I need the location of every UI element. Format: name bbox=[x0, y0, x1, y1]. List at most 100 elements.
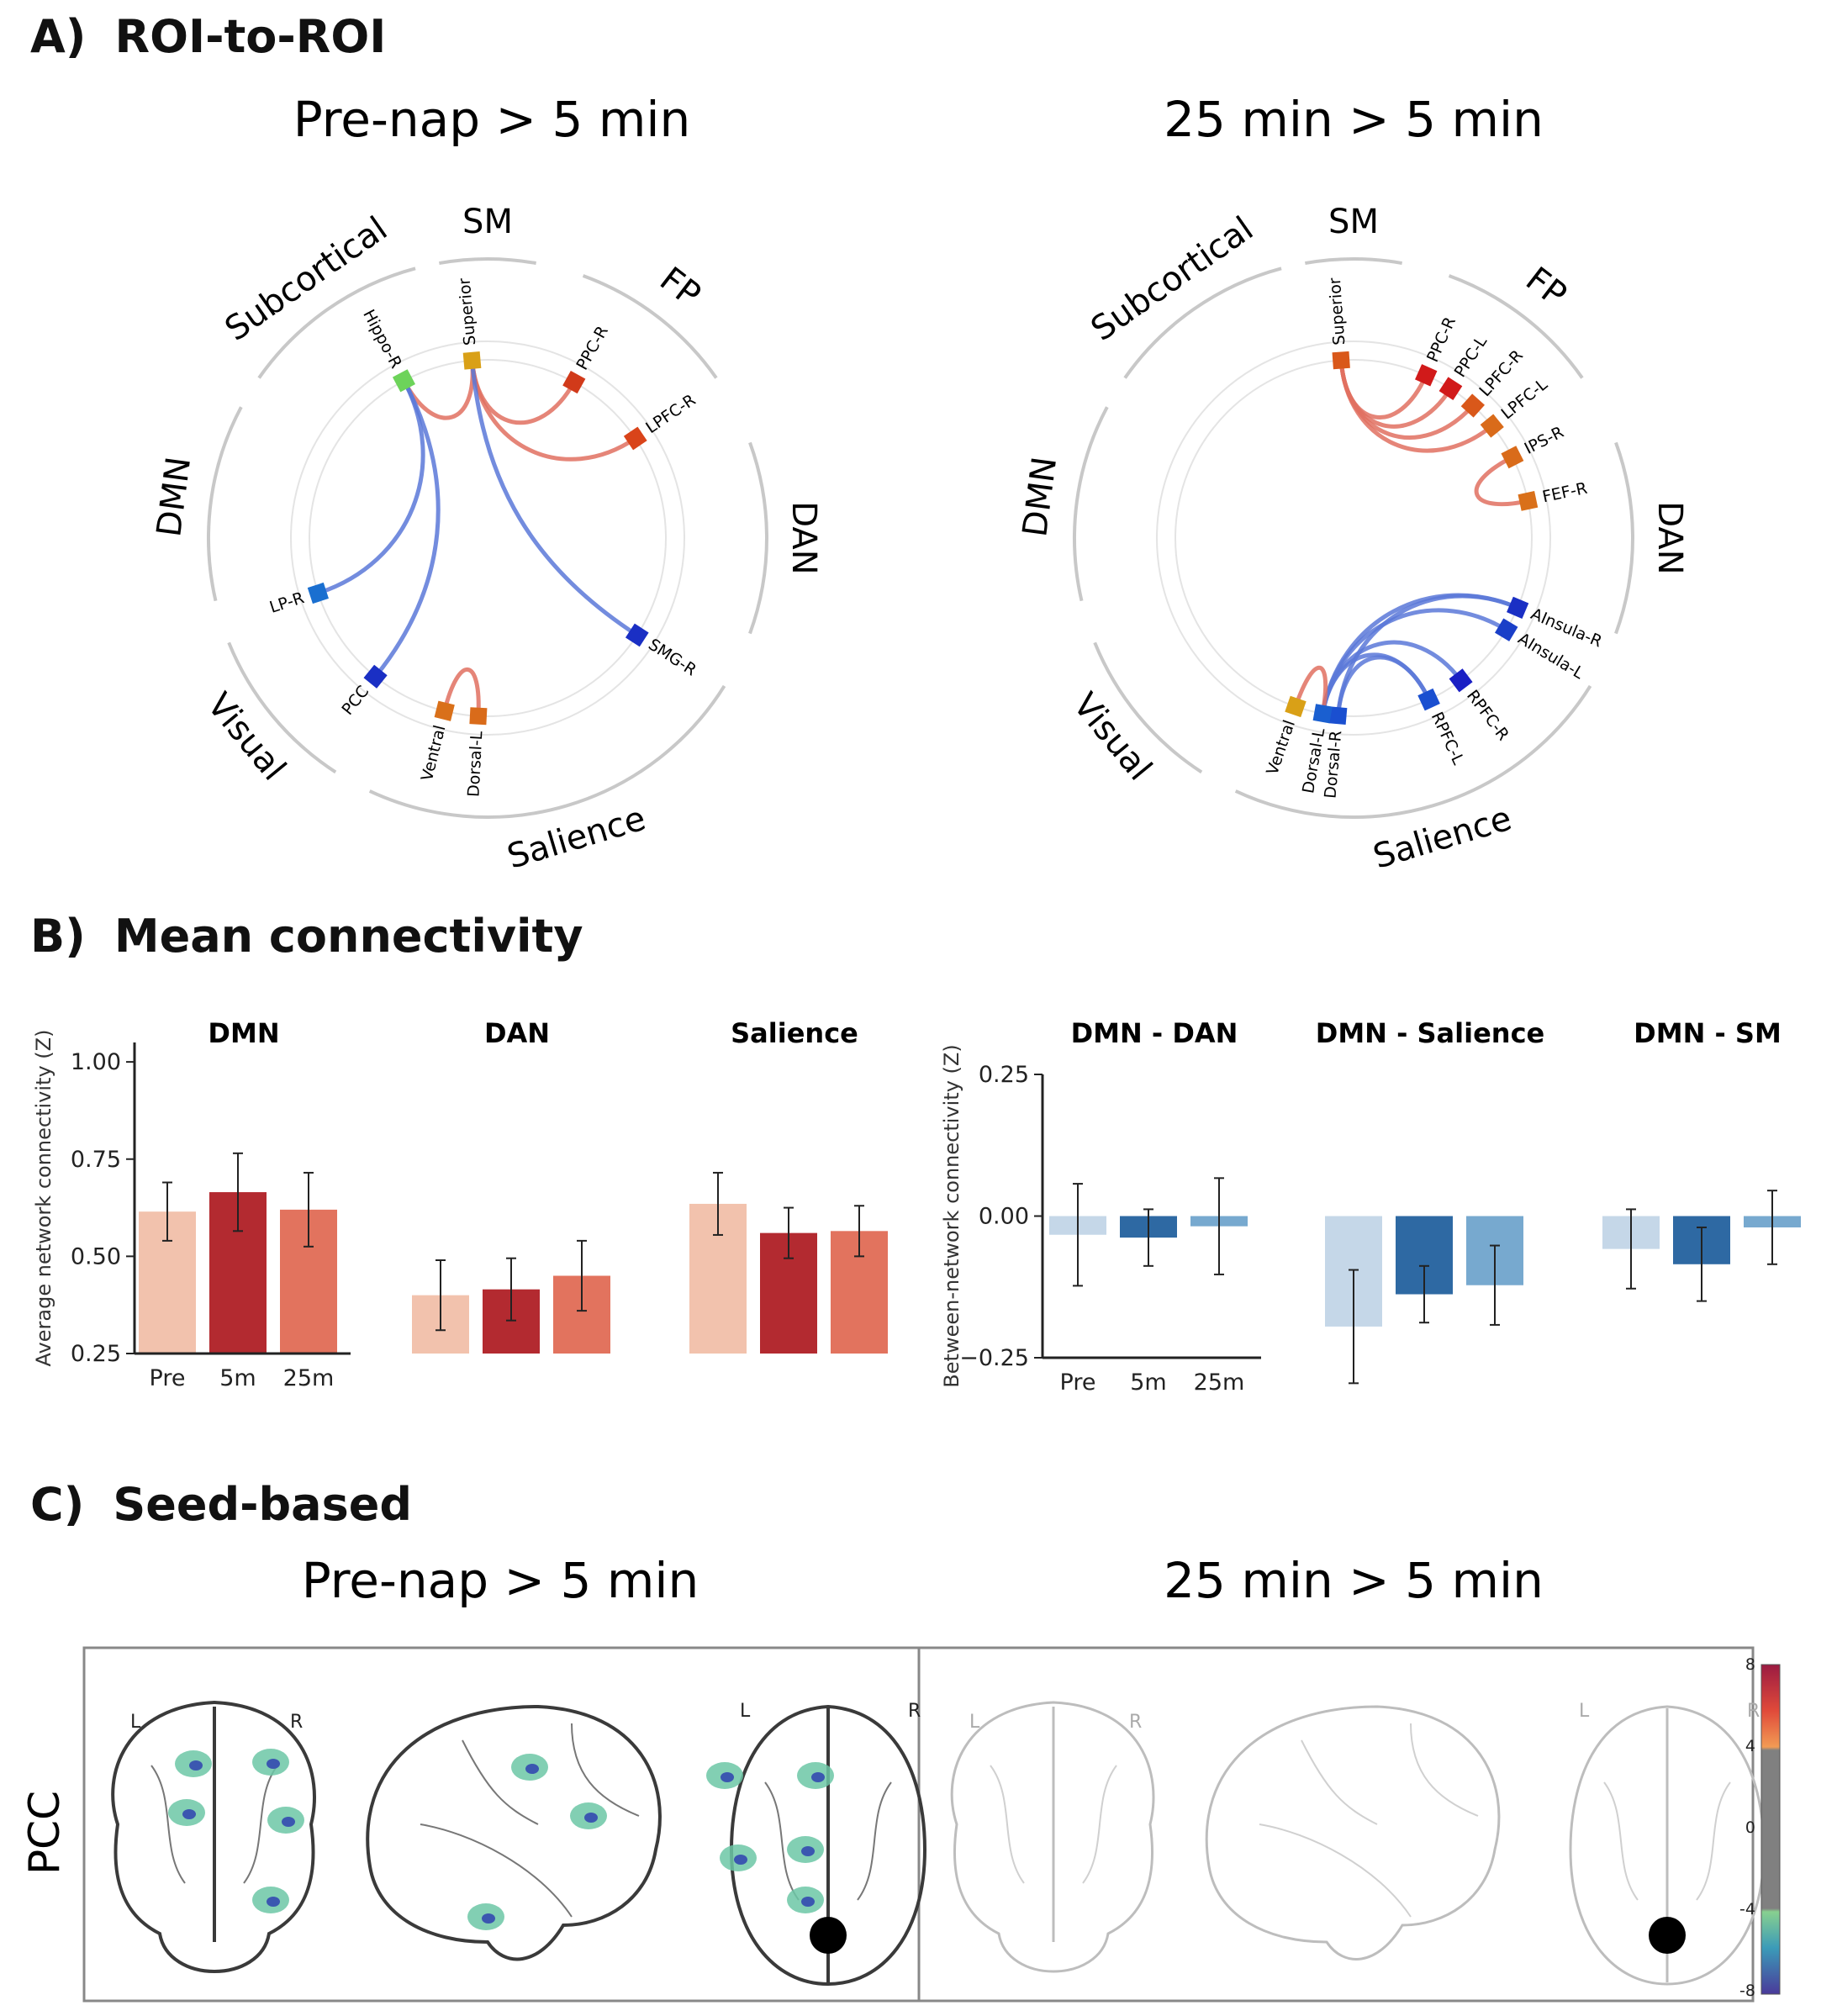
chord-a-node-hippo-r bbox=[392, 369, 415, 393]
chord-b-network-label-visual: Visual bbox=[1065, 686, 1159, 788]
chord-a-node-label-lpfc-r: LPFC-R bbox=[642, 391, 699, 437]
colorbar-tick-label: -4 bbox=[1739, 1900, 1755, 1918]
section-b-title: Mean connectivity bbox=[113, 910, 583, 963]
chord-b-arc-subcortical bbox=[1123, 267, 1282, 379]
chord-a-arc-dmn bbox=[207, 406, 243, 602]
seed-cluster-core bbox=[525, 1764, 539, 1774]
chord-b-node-ips-r bbox=[1501, 446, 1524, 469]
within-ytick-label: 0.50 bbox=[71, 1243, 121, 1269]
chord-a-node-pcc bbox=[363, 664, 388, 689]
chord-b-outer-ring bbox=[1156, 340, 1551, 736]
seed-cluster-core bbox=[482, 1913, 495, 1924]
chord-a-arc-subcortical bbox=[257, 267, 416, 379]
seed-prenap-axial-folds bbox=[764, 1781, 892, 1901]
chord-a-edge-hippo-r-pcc bbox=[373, 379, 441, 678]
chord-b-network-label-sm: SM bbox=[1328, 203, 1379, 241]
chord-a-node-ventral bbox=[434, 700, 455, 721]
chord-diagram-prenap: Pre-nap > 5 min SM FP DAN Salience Visual DMN S… bbox=[150, 91, 823, 877]
seed-cluster-core bbox=[734, 1855, 747, 1865]
within-network-bars: 0.25 0.50 0.75 1.00 Average network connecti… bbox=[32, 1017, 888, 1391]
chord-a-arc-visual bbox=[227, 641, 337, 774]
chord-b-edge-superior-lpfc-l bbox=[1338, 360, 1494, 453]
seed-prenap-sagittal-outline bbox=[366, 1704, 662, 1961]
seed-based-maps: Pre-nap > 5 min 25 min > 5 min PCC L R L R L R L R… bbox=[20, 1552, 1781, 2003]
chord-b-node-label-fef-r: FEF-R bbox=[1541, 479, 1589, 507]
chord-b-network-label-dmn: DMN bbox=[1016, 455, 1064, 539]
seed-prenap-axial-orient-right: R bbox=[908, 1701, 921, 1722]
between-ytick-label: 0.25 bbox=[979, 1062, 1029, 1088]
seed-cluster-core bbox=[267, 1759, 280, 1769]
chord-b-node-superior bbox=[1332, 351, 1350, 370]
chord-b-edge-ips-r-fef-r bbox=[1474, 455, 1528, 507]
chord-b-node-label-superior: Superior bbox=[1326, 277, 1349, 346]
within-ytick-label: 1.00 bbox=[71, 1049, 121, 1075]
chord-a-arc-fp bbox=[582, 274, 718, 379]
chord-b-network-label-salience: Salience bbox=[1369, 800, 1516, 877]
within-ytick-label: 0.75 bbox=[71, 1147, 121, 1173]
chord-b-node-label-rpfc-r: RPFC-R bbox=[1463, 687, 1512, 744]
seed-prenap-seed-marker bbox=[810, 1917, 847, 1954]
chord-a-node-label-dorsal-l: Dorsal-L bbox=[464, 731, 486, 798]
seed-25min-sagittal-folds bbox=[1259, 1723, 1479, 1918]
seed-cluster-core bbox=[282, 1817, 295, 1827]
section-b-letter: B) bbox=[30, 910, 86, 963]
within-xtick-label-25m: 25m bbox=[283, 1365, 335, 1391]
within-xtick-label-5m: 5m bbox=[219, 1365, 256, 1391]
between-panel-title-dmn-salience: DMN - Salience bbox=[1316, 1017, 1544, 1049]
seed-25min-axial-orient-left: L bbox=[1579, 1701, 1590, 1722]
chord-a-node-label-superior: Superior bbox=[455, 277, 479, 346]
chord-a-edge-superior-hippo-r bbox=[402, 360, 475, 420]
seed-cluster-core bbox=[721, 1772, 734, 1782]
chord-a-edge-ventral-dorsal-l bbox=[442, 668, 481, 716]
chord-a-node-label-hippo-r: Hippo-R bbox=[359, 307, 405, 372]
chord-a-network-label-sm: SM bbox=[462, 203, 513, 241]
chord-b-node-ainsula-l bbox=[1494, 618, 1518, 641]
chord-a-node-label-lp-r: LP-R bbox=[267, 588, 306, 617]
seed-25min-axial-orient-right: R bbox=[1747, 1701, 1760, 1722]
chord-b-node-ventral bbox=[1285, 695, 1306, 718]
chord-a-network-label-salience: Salience bbox=[503, 800, 650, 877]
seed-prenap-orient-right: R bbox=[290, 1712, 303, 1733]
chord-b-network-label-fp: FP bbox=[1518, 260, 1573, 314]
chord-a-node-lpfc-r bbox=[623, 426, 647, 451]
chord-a-arc-salience bbox=[368, 684, 726, 819]
between-ytick-label: −0.25 bbox=[959, 1345, 1029, 1371]
colorbar-tick-label: 0 bbox=[1745, 1818, 1755, 1837]
chord-b-node-label-ips-r: IPS-R bbox=[1522, 423, 1567, 458]
chord-b-node-label-ppc-r: PPC-R bbox=[1423, 314, 1460, 365]
chord-b-arc-visual bbox=[1093, 641, 1203, 774]
chord-b-node-fef-r bbox=[1518, 491, 1539, 511]
within-ylabel: Average network connectivity (Z) bbox=[32, 1030, 55, 1367]
seed-row-label: PCC bbox=[20, 1791, 69, 1875]
chord-b-node-rpfc-r bbox=[1449, 668, 1473, 693]
seed-cluster-core bbox=[801, 1897, 815, 1907]
seed-prenap-sagittal-folds bbox=[420, 1723, 640, 1918]
chord-a-node-smg-r bbox=[625, 623, 649, 647]
chord-b-arc-salience bbox=[1234, 684, 1592, 819]
chord-a-title: Pre-nap > 5 min bbox=[293, 91, 690, 148]
chord-b-node-dorsal-l bbox=[1312, 704, 1333, 724]
seed-frame-prenap bbox=[82, 1646, 921, 2003]
chord-b-node-ppc-r bbox=[1415, 364, 1438, 387]
chord-a-node-label-ventral: Ventral bbox=[418, 723, 450, 783]
chord-a-inner-ring bbox=[309, 359, 667, 717]
chord-b-edge-ventral-dorsal-l bbox=[1293, 665, 1328, 715]
chord-b-inner-ring bbox=[1175, 359, 1533, 717]
between-network-bars: −0.25 0.00 0.25 Between-network connectivit… bbox=[940, 1017, 1801, 1396]
chord-b-arc-fp bbox=[1448, 274, 1584, 379]
chord-b-title: 25 min > 5 min bbox=[1164, 91, 1544, 148]
colorbar bbox=[1760, 1664, 1781, 1995]
chord-b-network-label-dan: DAN bbox=[1650, 501, 1689, 574]
chord-a-edge-hippo-r-lp-r bbox=[317, 379, 425, 595]
between-xtick-label-25m: 25m bbox=[1194, 1370, 1245, 1396]
seed-cluster-core bbox=[801, 1846, 815, 1856]
chord-diagram-25min: 25 min > 5 min SM FP DAN Salience Visual DMN Su… bbox=[1016, 91, 1689, 877]
chord-b-edge-dorsal-l-rpfc-r bbox=[1320, 640, 1463, 715]
between-xtick-label-pre: Pre bbox=[1060, 1370, 1096, 1396]
seed-prenap-coronal-outline bbox=[111, 1700, 316, 1973]
within-panel-title-salience: Salience bbox=[731, 1017, 858, 1049]
seed-prenap-coronal-folds bbox=[150, 1765, 278, 1884]
seed-25min-coronal-folds bbox=[990, 1765, 1117, 1884]
between-panel-title-dmn-sm: DMN - SM bbox=[1634, 1017, 1782, 1049]
seed-prenap-orient-left: L bbox=[130, 1712, 141, 1733]
